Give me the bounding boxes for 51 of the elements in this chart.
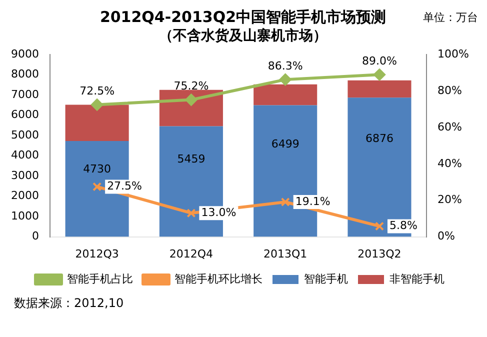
y2-tick-label: 0% [438, 230, 456, 243]
point [280, 197, 290, 207]
x-tick-label: 2012Q4 [169, 247, 214, 260]
y-tick-label: 7000 [10, 88, 39, 101]
y2-tick-label: 60% [438, 120, 462, 134]
y-tick-label: 6000 [10, 108, 39, 122]
x-tick-label: 2012Q3 [75, 247, 119, 260]
y-tick-label: 8000 [10, 68, 39, 81]
point [185, 94, 198, 106]
chart-subtitle: （不含水货及山寨机市场） [158, 27, 328, 45]
x-tick-label: 2013Q2 [358, 247, 402, 260]
legend-label: 智能手机环比增长 [174, 272, 262, 286]
y-tick-label: 5000 [10, 128, 39, 142]
y2-tick-label: 20% [438, 193, 462, 206]
bar [65, 104, 129, 142]
point [374, 222, 384, 231]
y-tick-label: 0 [32, 230, 39, 243]
y-tick-label: 4000 [10, 148, 39, 162]
legend-label: 智能手机 [304, 272, 348, 286]
y-tick-label: 3000 [10, 168, 39, 182]
chart-title: 2012Q4-2013Q2中国智能手机市场预测 [100, 8, 386, 26]
point [186, 208, 196, 218]
y2-tick-label: 100% [438, 47, 470, 60]
legend-label: 非智能手机 [390, 272, 444, 286]
bar [348, 80, 412, 98]
bar [254, 84, 318, 106]
point [279, 74, 292, 86]
data-label: 72.5% [80, 84, 115, 98]
text: 单位：万台 [423, 10, 478, 25]
y-tick-label: 2000 [10, 189, 39, 202]
point [92, 182, 102, 192]
data-label: 86.3% [268, 59, 303, 72]
point [91, 98, 104, 111]
data-label: 19.1% [295, 194, 330, 208]
data-label: 5.8% [389, 219, 418, 232]
data-label: 75.2% [174, 80, 209, 93]
data-label: 5459 [177, 152, 206, 166]
data-label: 27.5% [107, 180, 142, 193]
data-label: 6876 [365, 132, 394, 146]
legend-label: 智能手机占比 [67, 272, 133, 286]
y2-tick-label: 40% [438, 156, 462, 170]
x-tick-label: 2013Q1 [264, 247, 308, 260]
point [373, 68, 386, 81]
data-label: 89.0% [362, 54, 397, 68]
source-note: 数据来源：2012,10 [14, 295, 125, 312]
data-label: 13.0% [201, 206, 236, 219]
y2-tick-label: 80% [438, 84, 462, 97]
data-label: 4730 [83, 162, 112, 176]
data-label: 6499 [271, 138, 300, 151]
y-tick-label: 9000 [10, 47, 39, 60]
y-tick-label: 1000 [10, 209, 39, 222]
